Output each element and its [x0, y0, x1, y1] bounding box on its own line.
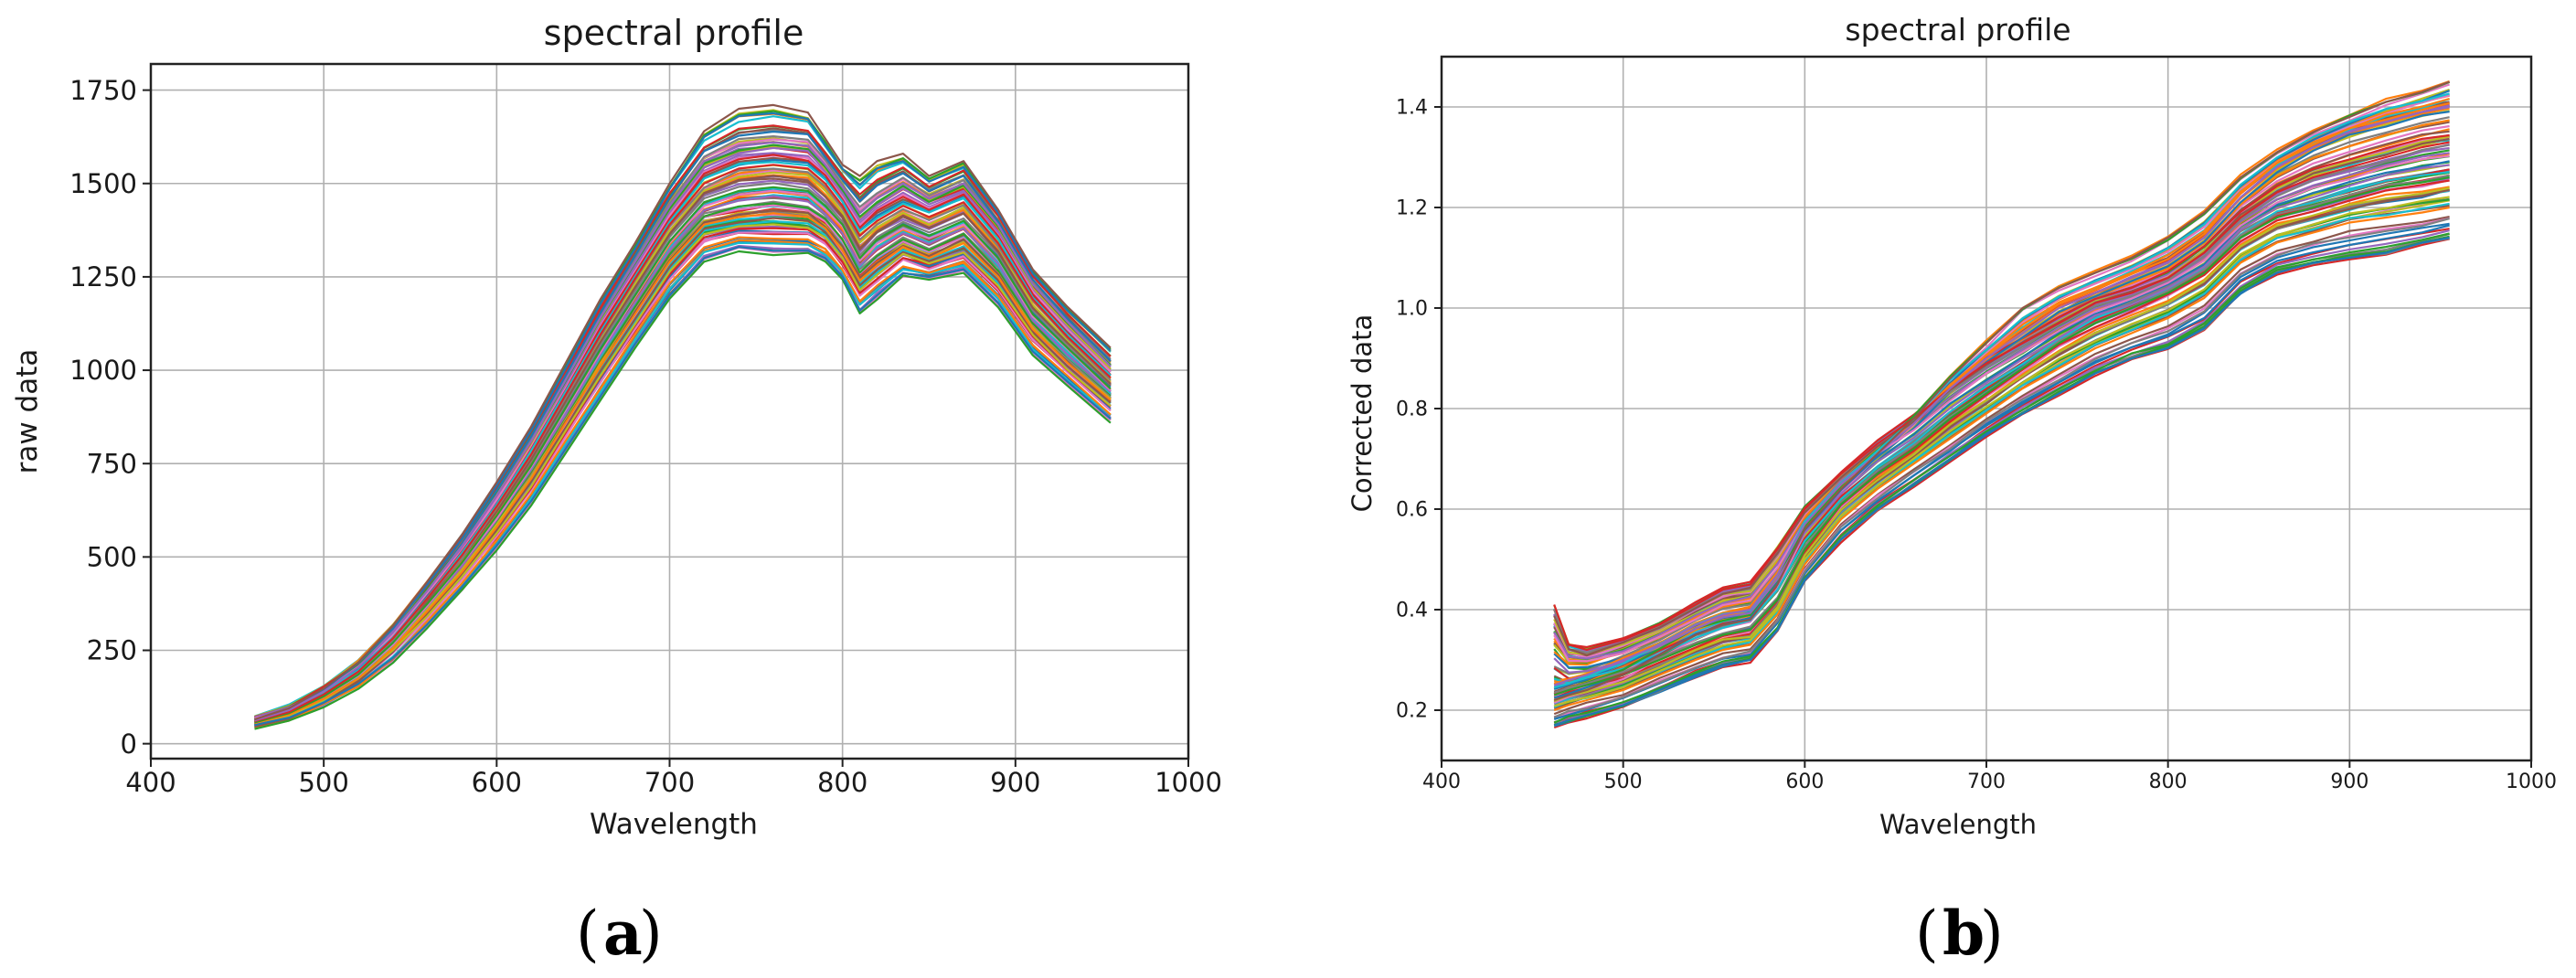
chart-a-x-axis-label: Wavelength — [590, 808, 758, 841]
chart-a-y-tick-label: 1000 — [69, 355, 137, 386]
chart-b-series-line — [1553, 204, 2450, 710]
chart-a-series-lines — [254, 103, 1112, 730]
chart-b-series-line — [1553, 137, 2450, 656]
svg-text:): ) — [639, 898, 663, 969]
chart-b-y-tick-label: 0.6 — [1396, 499, 1428, 522]
chart-a-y-tick-label: 1500 — [69, 168, 137, 199]
chart-b-series-line — [1553, 105, 2450, 686]
chart-b-series-line — [1553, 175, 2450, 696]
chart-b-y-tick-label: 1.0 — [1396, 298, 1428, 321]
chart-a-series-line — [254, 141, 1112, 722]
chart-a-y-ticks: 0 250 500 750 1000 1250 1500 1750 — [69, 75, 151, 760]
chart-a-x-tick-label: 500 — [298, 767, 348, 798]
chart-a-series-line — [254, 189, 1112, 725]
chart-b-series-line — [1553, 154, 2450, 663]
chart-a-y-tick-label: 500 — [87, 542, 137, 573]
chart-b-series-line — [1553, 206, 2450, 712]
chart-a-series-line — [254, 103, 1112, 721]
chart-a-series-line — [254, 250, 1112, 730]
chart-a-y-tick-label: 0 — [121, 728, 137, 760]
chart-b-series-line — [1553, 80, 2450, 702]
chart-b-y-ticks: 0.2 0.4 0.6 0.8 1.0 1.2 1.4 — [1396, 97, 1442, 723]
chart-b-series-line — [1553, 236, 2450, 727]
chart-b-y-tick-label: 0.2 — [1396, 700, 1428, 723]
svg-text:): ) — [1980, 898, 2004, 969]
panel-a-caption: ( a ) — [576, 898, 663, 969]
chart-b-y-tick-label: 1.4 — [1396, 97, 1428, 120]
chart-a-x-tick-label: 1000 — [1155, 767, 1222, 798]
chart-b-series-line — [1553, 133, 2450, 655]
chart-a-x-tick-label: 600 — [472, 767, 522, 798]
panel-a-raw-data: spectral profile 400 500 600 700 800 900 1000 … — [11, 13, 1222, 969]
chart-b-y-tick-label: 0.4 — [1396, 600, 1428, 622]
chart-b-series-line — [1553, 164, 2450, 674]
chart-b-title: spectral profile — [1845, 12, 2070, 48]
chart-a-y-tick-label: 1250 — [69, 261, 137, 292]
chart-a-x-tick-label: 700 — [644, 767, 695, 798]
chart-b-series-line — [1553, 152, 2450, 660]
chart-b-x-axis-label: Wavelength — [1879, 809, 2037, 840]
chart-a-y-tick-label: 750 — [87, 448, 137, 479]
chart-b-series-line — [1553, 196, 2450, 707]
chart-a-series-line — [254, 186, 1112, 724]
chart-b-series-line — [1553, 171, 2450, 685]
chart-a-x-ticks: 400 500 600 700 800 900 1000 — [125, 759, 1222, 798]
chart-b-y-tick-label: 1.2 — [1396, 197, 1428, 220]
chart-a-title: spectral profile — [544, 13, 804, 53]
chart-a-series-line — [254, 246, 1112, 727]
svg-text:(: ( — [1915, 898, 1939, 969]
chart-b-series-line — [1553, 186, 2450, 703]
chart-a-x-tick-label: 400 — [125, 767, 176, 798]
chart-b-x-tick-label: 800 — [2149, 771, 2187, 793]
chart-b-y-tick-label: 0.8 — [1396, 399, 1428, 421]
chart-a-y-tick-label: 250 — [87, 635, 137, 666]
chart-b-series-line — [1553, 224, 2450, 719]
chart-a-series-line — [254, 231, 1112, 727]
chart-b-x-tick-label: 600 — [1785, 771, 1824, 793]
chart-a-series-line — [254, 112, 1112, 722]
chart-b-x-tick-label: 1000 — [2506, 771, 2557, 793]
chart-a-series-line — [254, 212, 1112, 725]
chart-b-x-tick-label: 400 — [1422, 771, 1461, 793]
chart-a-x-tick-label: 900 — [990, 767, 1040, 798]
chart-b-series-line — [1553, 232, 2450, 724]
chart-b-series-line — [1553, 101, 2450, 688]
chart-b-series-line — [1553, 141, 2450, 652]
chart-b-series-line — [1553, 102, 2450, 686]
chart-a-x-tick-label: 800 — [817, 767, 868, 798]
chart-b-series-lines — [1553, 80, 2450, 729]
chart-b-series-line — [1553, 174, 2450, 694]
chart-a-series-line — [254, 164, 1112, 723]
chart-b-x-tick-label: 700 — [1967, 771, 2006, 793]
panel-b-corrected-data: spectral profile 400 500 600 700 800 900 1000 … — [1347, 12, 2557, 969]
svg-text:(: ( — [576, 898, 600, 969]
panel-a-caption-letter: a — [603, 898, 643, 969]
chart-b-x-tick-label: 900 — [2330, 771, 2368, 793]
chart-b-x-tick-label: 500 — [1604, 771, 1643, 793]
chart-b-series-line — [1553, 218, 2450, 718]
chart-a-series-line — [254, 223, 1112, 725]
panel-b-caption-letter: b — [1943, 898, 1985, 969]
panel-b-caption: ( b ) — [1915, 898, 2004, 969]
chart-b-series-line — [1553, 179, 2450, 698]
chart-a-grid — [150, 64, 1189, 759]
chart-b-x-ticks: 400 500 600 700 800 900 1000 — [1422, 760, 2557, 793]
chart-b-series-line — [1553, 216, 2450, 716]
chart-b-y-axis-label: Corrected data — [1347, 314, 1378, 513]
chart-a-y-tick-label: 1750 — [69, 75, 137, 106]
chart-a-y-axis-label: raw data — [11, 349, 44, 474]
